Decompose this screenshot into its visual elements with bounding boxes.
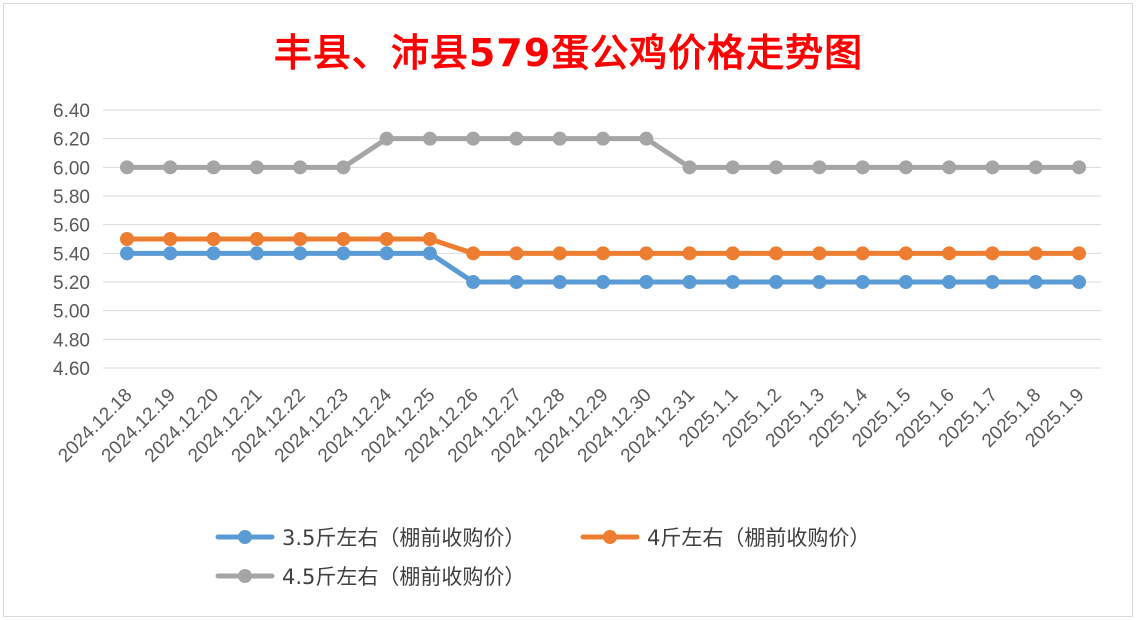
- data-point: [898, 246, 913, 261]
- y-tick-label: 6.00: [53, 158, 90, 179]
- data-point: [812, 246, 827, 261]
- data-point: [985, 160, 1000, 175]
- data-point: [120, 246, 134, 261]
- data-point: [769, 160, 784, 175]
- data-point: [639, 275, 654, 289]
- data-point: [639, 246, 654, 261]
- data-point: [422, 246, 437, 261]
- chart-title: 丰县、沛县579蛋公鸡价格走势图: [273, 31, 864, 75]
- data-point: [725, 275, 740, 289]
- legend-label: 4斤左右（棚前收购价）: [647, 526, 870, 550]
- x-axis-tick-labels: 2024.12.182024.12.192024.12.202024.12.21…: [54, 384, 1088, 466]
- legend-item: 4斤左右（棚前收购价）: [580, 526, 870, 550]
- data-point: [812, 160, 827, 175]
- data-point: [1028, 275, 1043, 289]
- data-point: [942, 246, 957, 261]
- y-tick-label: 5.00: [53, 302, 90, 323]
- data-point: [509, 246, 524, 261]
- data-point: [422, 232, 437, 246]
- data-point: [1072, 160, 1086, 175]
- y-axis-tick-labels: 4.60 4.80 5.00 5.20 5.40 5.60 5.80 6.00 6.20 6.40: [53, 101, 90, 380]
- data-point: [855, 160, 870, 175]
- y-tick-label: 6.40: [53, 101, 90, 122]
- data-point: [855, 246, 870, 261]
- data-point: [163, 160, 178, 175]
- data-point: [379, 131, 394, 146]
- y-tick-label: 5.40: [53, 244, 90, 265]
- legend-swatch-marker: [238, 569, 252, 583]
- y-tick-label: 4.80: [53, 330, 90, 351]
- data-point: [120, 160, 134, 175]
- data-point: [379, 232, 394, 246]
- y-tick-label: 6.20: [53, 130, 90, 151]
- data-point: [336, 160, 351, 175]
- data-point: [769, 246, 784, 261]
- data-point: [466, 275, 481, 289]
- data-point: [466, 131, 481, 146]
- data-point: [596, 131, 610, 146]
- y-tick-label: 5.60: [53, 216, 90, 237]
- data-point: [509, 131, 524, 146]
- y-tick-label: 5.80: [53, 187, 90, 208]
- data-point: [163, 246, 178, 261]
- chart-area: [3, 3, 1133, 617]
- data-point: [596, 246, 610, 261]
- series-3: [120, 131, 1086, 175]
- data-point: [942, 160, 957, 175]
- data-point: [812, 275, 827, 289]
- data-point: [120, 232, 134, 246]
- y-tick-label: 5.20: [53, 273, 90, 294]
- data-point: [1028, 246, 1043, 261]
- y-tick-label: 4.60: [53, 359, 90, 380]
- data-point: [552, 246, 567, 261]
- data-point: [422, 131, 437, 146]
- data-point: [942, 275, 957, 289]
- data-point: [249, 246, 264, 261]
- data-point: [336, 232, 351, 246]
- data-point: [682, 160, 697, 175]
- data-point: [769, 275, 784, 289]
- series-1: [120, 246, 1086, 289]
- data-point: [596, 275, 610, 289]
- data-point: [206, 160, 221, 175]
- data-point: [725, 246, 740, 261]
- data-point: [293, 232, 308, 246]
- data-point: [985, 246, 1000, 261]
- legend: 3.5斤左右（棚前收购价） 4斤左右（棚前收购价） 4.5斤左右（棚前收购价）: [215, 526, 870, 589]
- data-point: [725, 160, 740, 175]
- data-point: [1028, 160, 1043, 175]
- series-2: [120, 232, 1086, 261]
- data-point: [898, 275, 913, 289]
- data-point: [293, 246, 308, 261]
- data-point: [682, 275, 697, 289]
- legend-swatch-marker: [603, 530, 617, 544]
- data-point: [1072, 246, 1086, 261]
- data-point: [985, 275, 1000, 289]
- data-point: [898, 160, 913, 175]
- data-point: [293, 160, 308, 175]
- legend-item: 4.5斤左右（棚前收购价）: [215, 565, 525, 589]
- data-point: [855, 275, 870, 289]
- legend-swatch-marker: [238, 530, 252, 544]
- data-point: [682, 246, 697, 261]
- legend-label: 3.5斤左右（棚前收购价）: [282, 526, 525, 550]
- data-point: [552, 131, 567, 146]
- data-point: [163, 232, 178, 246]
- data-point: [336, 246, 351, 261]
- data-point: [249, 232, 264, 246]
- data-point: [206, 232, 221, 246]
- series-lines: [120, 131, 1086, 289]
- legend-item: 3.5斤左右（棚前收购价）: [215, 526, 525, 550]
- data-point: [1072, 275, 1086, 289]
- data-point: [249, 160, 264, 175]
- data-point: [379, 246, 394, 261]
- data-point: [552, 275, 567, 289]
- legend-label: 4.5斤左右（棚前收购价）: [282, 565, 525, 589]
- data-point: [206, 246, 221, 261]
- data-point: [639, 131, 654, 146]
- data-point: [466, 246, 481, 261]
- data-point: [509, 275, 524, 289]
